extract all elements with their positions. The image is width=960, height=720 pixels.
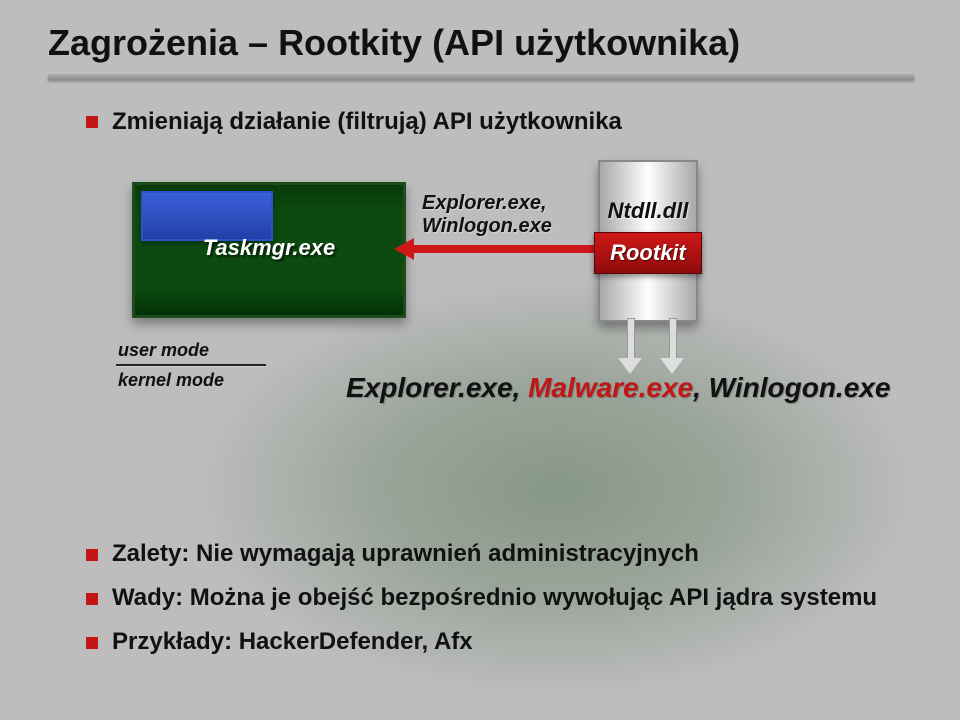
big-explorer: Explorer.exe, [346,372,528,403]
bullet-wady-text: Wady: Można je obejść bezpośrednio wywoł… [112,584,877,612]
arrow-shaft [410,245,604,253]
ntdll-label: Ntdll.dll [600,198,696,224]
square-bullet-icon [86,637,98,649]
bullet-przyklady-text: Przykłady: HackerDefender, Afx [112,628,473,656]
bullet-zalety-text: Zalety: Nie wymagają uprawnień administr… [112,540,699,568]
bullet-top-text: Zmieniają działanie (filtrują) API użytk… [112,108,622,136]
explorer-small-label: Explorer.exe, Winlogon.exe [422,192,552,238]
taskmgr-box: Taskmgr.exe [132,182,406,318]
down-arrow-1-icon [618,318,642,374]
taskmgr-label: Taskmgr.exe [135,235,403,261]
page-title: Zagrożenia – Rootkity (API użytkownika) [48,22,740,64]
user-mode-label: user mode [118,340,209,361]
bottom-bullets: Zalety: Nie wymagają uprawnień administr… [86,540,877,672]
taskmgr-inner-box [141,191,273,241]
diagram: Taskmgr.exe Explorer.exe, Winlogon.exe N… [78,158,908,438]
kernel-mode-label: kernel mode [118,370,224,391]
title-underline [48,74,914,80]
square-bullet-icon [86,116,98,128]
square-bullet-icon [86,593,98,605]
slide: Zagrożenia – Rootkity (API użytkownika) … [0,0,960,720]
bullet-zalety: Zalety: Nie wymagają uprawnień administr… [86,540,877,568]
explorer-small-line2: Winlogon.exe [422,215,552,237]
big-winlogon: , Winlogon.exe [693,372,890,403]
process-list-line: Explorer.exe, Malware.exe, Winlogon.exe [346,372,890,404]
ntdll-box: Ntdll.dll Rootkit [598,160,698,322]
big-malware: Malware.exe [528,372,693,403]
arrow-red-icon [394,242,604,256]
explorer-small-line1: Explorer.exe, [422,192,547,214]
rootkit-band: Rootkit [594,232,702,274]
bullet-przyklady: Przykłady: HackerDefender, Afx [86,628,877,656]
bullet-wady: Wady: Można je obejść bezpośrednio wywoł… [86,584,877,612]
bullet-top: Zmieniają działanie (filtrują) API użytk… [86,108,622,136]
square-bullet-icon [86,549,98,561]
down-arrow-2-icon [660,318,684,374]
mode-divider [116,364,266,366]
